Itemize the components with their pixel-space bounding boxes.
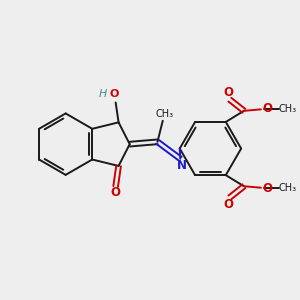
Text: CH₃: CH₃	[278, 104, 296, 114]
Text: O: O	[262, 182, 272, 195]
Text: O: O	[224, 86, 233, 99]
Text: N: N	[177, 159, 187, 172]
Text: O: O	[224, 198, 233, 211]
Text: O: O	[111, 186, 121, 199]
Text: O: O	[262, 102, 272, 115]
Text: H: H	[99, 89, 108, 99]
Text: CH₃: CH₃	[155, 109, 173, 119]
Text: CH₃: CH₃	[278, 183, 296, 193]
Text: O: O	[110, 89, 119, 99]
